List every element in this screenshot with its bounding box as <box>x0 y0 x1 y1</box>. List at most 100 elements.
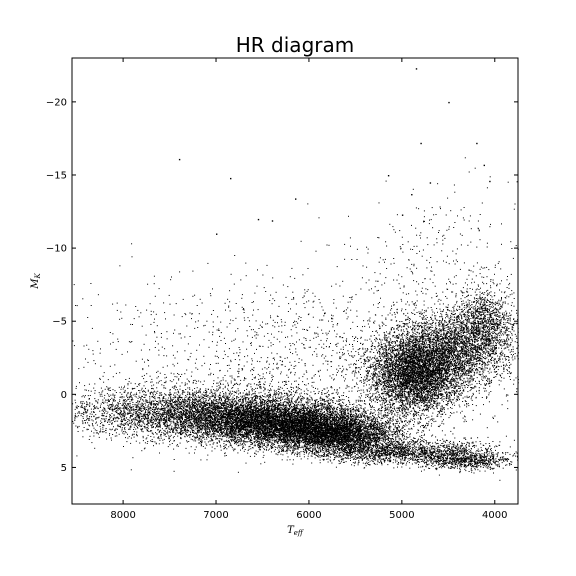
data-point <box>153 418 155 420</box>
data-point <box>145 411 146 413</box>
data-point <box>216 416 218 418</box>
data-point <box>273 403 274 405</box>
data-point <box>182 391 184 393</box>
data-point <box>315 408 316 410</box>
data-point <box>144 425 146 427</box>
data-point <box>144 394 146 396</box>
data-point <box>90 411 92 413</box>
data-point <box>202 384 204 385</box>
data-point <box>107 420 109 422</box>
data-point <box>275 396 276 398</box>
data-point <box>140 410 142 412</box>
data-point <box>257 421 259 423</box>
data-point <box>171 427 173 429</box>
data-point <box>141 404 143 406</box>
data-point <box>274 405 276 407</box>
data-point <box>251 397 253 399</box>
data-point <box>125 437 126 439</box>
data-point <box>220 383 222 385</box>
data-point <box>181 405 183 407</box>
data-point <box>213 424 215 425</box>
data-point <box>155 443 157 445</box>
data-point <box>218 406 219 407</box>
data-point <box>158 407 159 409</box>
data-point <box>131 418 133 420</box>
data-point <box>273 440 275 442</box>
data-point <box>167 402 169 404</box>
data-point <box>297 386 299 388</box>
data-point <box>90 408 92 410</box>
data-point <box>296 398 298 400</box>
data-point <box>170 418 172 420</box>
data-point <box>164 404 166 406</box>
data-point <box>141 430 143 432</box>
data-point <box>130 422 132 424</box>
data-point <box>206 395 208 397</box>
data-point <box>144 402 146 404</box>
data-point <box>101 418 103 420</box>
data-point <box>119 412 121 414</box>
data-point <box>195 410 197 412</box>
data-point <box>245 420 247 422</box>
data-point <box>189 393 191 395</box>
data-point <box>191 418 192 420</box>
data-point <box>127 404 129 406</box>
data-point <box>130 407 132 409</box>
data-point <box>81 405 83 406</box>
data-point <box>102 418 104 420</box>
data-point <box>197 412 199 414</box>
data-point <box>127 412 129 414</box>
data-point <box>388 423 390 425</box>
data-point <box>158 421 160 423</box>
data-point <box>101 401 103 403</box>
data-point <box>256 404 258 406</box>
data-point <box>192 421 194 422</box>
data-point <box>183 406 185 408</box>
data-point <box>305 412 307 414</box>
data-point <box>316 405 318 407</box>
data-point <box>259 433 261 435</box>
data-point <box>168 425 170 427</box>
data-point <box>209 414 211 416</box>
data-point <box>100 403 102 405</box>
data-point <box>212 401 214 403</box>
data-point <box>219 381 221 383</box>
data-point <box>142 428 144 430</box>
data-point <box>343 395 344 396</box>
data-point <box>372 400 374 401</box>
data-point <box>154 420 156 422</box>
data-point <box>205 429 207 431</box>
data-point <box>145 391 147 393</box>
data-point <box>137 427 139 429</box>
data-point <box>113 398 115 400</box>
data-point <box>247 401 248 403</box>
data-point <box>131 387 133 389</box>
data-point <box>186 378 188 380</box>
data-point <box>104 401 106 403</box>
data-point <box>173 418 175 420</box>
data-point <box>375 396 377 398</box>
data-point <box>292 396 294 398</box>
data-point <box>266 446 268 448</box>
data-point <box>200 402 202 404</box>
data-point <box>191 409 193 411</box>
data-point <box>236 392 238 394</box>
data-point <box>173 386 175 388</box>
data-point <box>210 391 212 393</box>
data-point <box>147 425 149 427</box>
data-point <box>106 393 108 395</box>
data-point <box>209 413 211 414</box>
data-point <box>101 391 103 393</box>
data-point <box>94 447 96 449</box>
data-point <box>277 410 279 412</box>
data-point <box>97 399 99 401</box>
data-point <box>171 413 173 415</box>
data-point <box>262 402 263 404</box>
data-point <box>123 400 125 402</box>
data-point <box>284 393 285 394</box>
data-point <box>195 382 197 384</box>
data-point <box>179 428 181 430</box>
data-point <box>109 414 111 415</box>
data-point <box>117 402 119 404</box>
data-point <box>167 420 169 421</box>
